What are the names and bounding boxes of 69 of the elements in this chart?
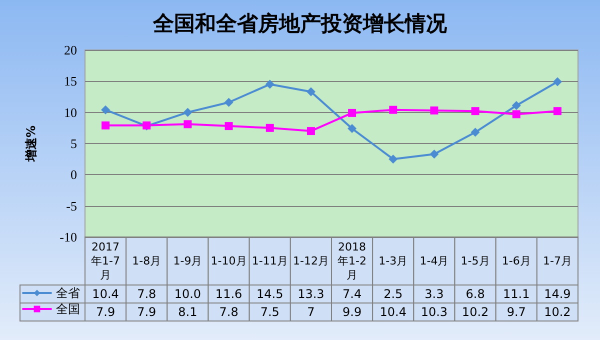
chart-title: 全国和全省房地产投资增长情况 [152,12,448,36]
data-label: 10.2 [462,305,489,319]
x-tick-label: 1-11月 [252,254,288,268]
x-tick-label: 1-12月 [292,254,329,268]
y-tick-label: 5 [70,136,77,151]
data-label: 10.0 [174,287,202,301]
y-tick-label: -10 [60,230,77,244]
point [306,127,315,136]
x-tick-label: 1-9月 [173,254,202,268]
data-label: 7.8 [137,287,156,301]
data-label: 2.5 [384,287,403,301]
data-label: 9.9 [342,305,362,319]
point [512,100,521,110]
y-tick-label: 10 [64,104,77,120]
y-tick-label: 15 [64,74,77,89]
x-tick-label: 1-8月 [132,254,162,268]
y-tick-label: -5 [66,198,77,214]
point [348,124,357,134]
x-tick-label: 2018年1-2月 [338,240,367,282]
y-tick-label: 0 [70,167,77,182]
point [348,108,356,117]
point [512,110,520,118]
y-axis-title: 增速% [24,125,38,163]
point [183,108,192,117]
x-tick-label: 1-4月 [420,254,449,268]
x-tick-label: 1-7月 [542,254,572,268]
legend-label: 全省 [56,286,80,300]
x-tick-label: 1-5月 [460,254,490,268]
y-tick-label: 20 [64,42,77,58]
point [184,120,192,128]
x-tick-label: 2017年1-7月 [91,240,120,282]
point [265,80,274,89]
data-label: 9.7 [506,305,526,319]
x-tick-label: 1-10月 [210,254,247,268]
data-label: 8.1 [178,305,198,319]
point [224,98,234,107]
point [102,121,110,130]
data-label: 7.4 [342,287,362,301]
data-label: 7.5 [260,305,280,319]
point [430,106,438,114]
data-label: 13.3 [298,287,324,301]
point [389,106,398,114]
data-label: 6.8 [466,287,485,301]
data-label: 7.8 [219,305,238,319]
point [266,124,274,132]
point [430,150,439,159]
data-label: 14.5 [256,287,284,301]
point [306,87,316,96]
point [470,128,480,137]
data-label: 14.9 [544,287,571,301]
point [552,77,562,86]
data-label: 10.3 [420,305,448,319]
data-label: 7 [307,305,315,319]
legend-label: 全国 [56,302,80,316]
data-label: 10.4 [380,305,406,319]
x-tick-label: 1-3月 [378,254,408,268]
data-label: 11.1 [503,287,530,301]
data-label: 3.3 [424,287,444,301]
point [224,122,233,130]
point [471,107,480,116]
point [388,154,398,164]
point [553,107,562,116]
point [101,105,110,114]
data-label: 7.9 [137,305,156,319]
data-label: 11.6 [215,287,242,301]
data-label: 10.2 [544,305,571,319]
x-tick-label: 1-6月 [502,254,531,268]
data-label: 10.4 [92,287,119,301]
data-label: 7.9 [96,305,116,319]
